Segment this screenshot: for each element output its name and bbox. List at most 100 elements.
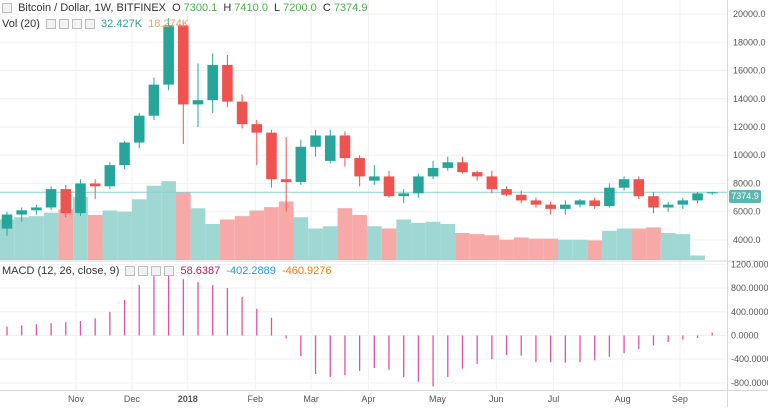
volume-bar bbox=[469, 234, 485, 260]
collapse-icon[interactable] bbox=[2, 3, 12, 14]
candle-body bbox=[471, 172, 483, 177]
close-icon[interactable] bbox=[71, 19, 82, 30]
macd-tick-label: 400.0000 bbox=[731, 307, 768, 317]
volume-bar bbox=[175, 192, 191, 260]
price-tick-label: 16000.0 bbox=[733, 66, 766, 76]
volume-bar bbox=[690, 255, 705, 260]
volume-bar bbox=[455, 233, 470, 260]
candle-body bbox=[618, 179, 630, 188]
last-price-tag: 7374.9 bbox=[729, 190, 761, 203]
more-icon[interactable] bbox=[84, 19, 95, 30]
macd-line-value: -402.2889 bbox=[226, 265, 276, 277]
macd-close-icon[interactable] bbox=[151, 266, 162, 277]
time-tick-label: Sep bbox=[672, 394, 688, 404]
time-tick-label: 2018 bbox=[178, 394, 198, 404]
time-tick-label: Jul bbox=[548, 394, 560, 404]
candle-body bbox=[604, 187, 615, 207]
candle-body bbox=[530, 200, 542, 205]
price-tick-label: 14000.0 bbox=[733, 94, 766, 104]
price-tick-label: 4000.0 bbox=[733, 235, 761, 245]
candle-body bbox=[354, 158, 365, 177]
time-tick-label: Nov bbox=[68, 394, 85, 404]
volume-bar bbox=[366, 226, 382, 260]
macd-settings-icon[interactable] bbox=[138, 266, 149, 277]
candle-body bbox=[692, 193, 703, 201]
candle-body bbox=[677, 200, 689, 205]
candle-body bbox=[280, 179, 292, 183]
volume-bar bbox=[293, 217, 309, 260]
macd-signal-value: -460.9276 bbox=[281, 265, 332, 277]
volume-bar bbox=[161, 181, 176, 260]
volume-bar bbox=[631, 228, 647, 260]
candle-body bbox=[648, 196, 659, 208]
candle-body bbox=[45, 189, 57, 208]
candle-body bbox=[515, 194, 527, 201]
candle-body bbox=[251, 124, 263, 133]
volume-bar bbox=[131, 199, 147, 260]
volume-bar bbox=[322, 226, 338, 260]
candle-body bbox=[486, 176, 498, 190]
candle-body bbox=[589, 200, 600, 207]
macd-hist-value: 58.6387 bbox=[180, 265, 221, 277]
volume-bar bbox=[411, 222, 426, 260]
candle-body bbox=[119, 142, 130, 166]
candle-body bbox=[207, 64, 218, 101]
volume-bar bbox=[58, 209, 74, 260]
volume-bar bbox=[557, 239, 573, 260]
candle-body bbox=[427, 167, 439, 177]
volume-bar bbox=[14, 217, 30, 260]
candle-body bbox=[163, 25, 174, 85]
macd-tick-label: 0.0000 bbox=[731, 330, 759, 340]
low-label: L bbox=[274, 2, 281, 14]
volume-bar bbox=[528, 238, 544, 260]
open-value: 7300.1 bbox=[183, 2, 218, 14]
settings-icon[interactable] bbox=[58, 19, 69, 30]
volume-header: Vol (20) 32.427K 18.274K bbox=[2, 18, 192, 30]
volume-label: Vol (20) bbox=[2, 18, 40, 30]
candle-body bbox=[413, 176, 424, 194]
volume-bar bbox=[660, 233, 676, 260]
volume-bar bbox=[220, 219, 235, 260]
open-label: O bbox=[172, 2, 181, 14]
low-value: 7200.0 bbox=[283, 2, 317, 14]
eye-icon[interactable] bbox=[45, 19, 56, 30]
candle-body bbox=[104, 165, 116, 187]
candle-body bbox=[339, 135, 351, 159]
volume-bar bbox=[396, 219, 412, 260]
candle-body bbox=[16, 210, 27, 215]
time-tick-label: Apr bbox=[361, 394, 375, 404]
volume-bar bbox=[646, 227, 661, 260]
candle-body bbox=[560, 204, 571, 209]
volume-bar bbox=[381, 228, 397, 260]
price-tick-label: 10000.0 bbox=[733, 150, 766, 160]
time-tick-label: Aug bbox=[615, 394, 631, 404]
volume-bar bbox=[146, 185, 162, 260]
volume-bar bbox=[43, 212, 59, 260]
candle-body bbox=[266, 132, 277, 180]
volume-bar bbox=[234, 216, 250, 260]
close-value: 7374.9 bbox=[333, 2, 368, 14]
volume-bar bbox=[264, 207, 279, 260]
price-tick-label: 20000.0 bbox=[733, 9, 766, 19]
candle-body bbox=[369, 176, 380, 181]
macd-eye-icon[interactable] bbox=[125, 266, 136, 277]
volume-bar bbox=[337, 208, 353, 260]
volume-bar bbox=[484, 235, 500, 260]
candle-body bbox=[89, 183, 101, 187]
volume-bar bbox=[572, 239, 588, 260]
volume-bar bbox=[352, 215, 367, 260]
time-tick-label: Jun bbox=[489, 394, 504, 404]
volume-bar bbox=[308, 228, 323, 260]
candle-body bbox=[574, 200, 586, 205]
volume-bar bbox=[102, 210, 118, 260]
candle-body bbox=[60, 189, 72, 214]
volume-bar bbox=[117, 211, 132, 260]
macd-tick-label: 800.0000 bbox=[731, 283, 768, 293]
macd-more-icon[interactable] bbox=[164, 266, 175, 277]
volume-bar bbox=[87, 215, 103, 260]
symbol-header: Bitcoin / Dollar, 1W, BITFINEX O 7300.1 H… bbox=[2, 2, 370, 14]
candle-body bbox=[148, 84, 160, 116]
price-tick-label: 6000.0 bbox=[733, 207, 761, 217]
price-tick-label: 8000.0 bbox=[733, 178, 761, 188]
